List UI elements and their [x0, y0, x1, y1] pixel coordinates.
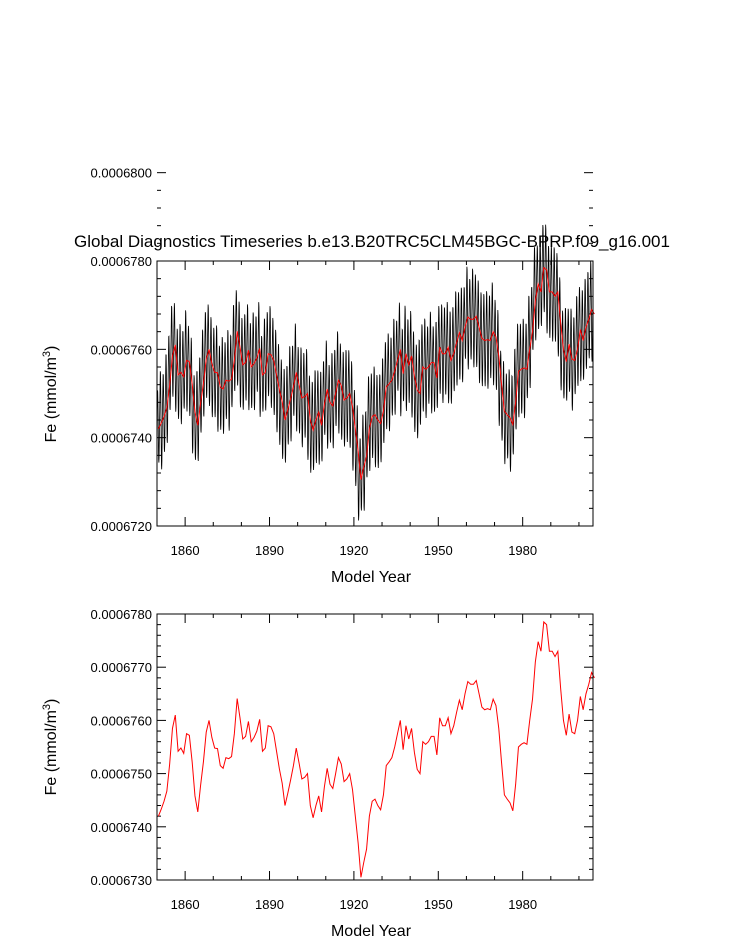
- top-y-tick-label: 0.0006760: [91, 342, 152, 357]
- top-series-group: [156, 224, 595, 521]
- top-y-tick-label: 0.0006720: [91, 519, 152, 534]
- bottom-y-tick-labels: 0.0006730 0.0006740 0.0006750 0.0006760 0.00…: [91, 607, 152, 888]
- top-x-tick-labels: 1860 1890 1920 1950 1980: [171, 543, 537, 558]
- bottom-y-tick-label: 0.0006730: [91, 873, 152, 888]
- top-monthly-series-line: [156, 224, 594, 521]
- bottom-y-tick-label: 0.0006750: [91, 767, 152, 782]
- bottom-annual-mean-series-line: [157, 620, 595, 878]
- top-x-tick-label: 1890: [255, 543, 284, 558]
- bottom-y-axis-label: Fe (mmol/m3): [41, 699, 60, 796]
- bottom-y-tick-label: 0.0006780: [91, 607, 152, 622]
- top-x-axis-label: Model Year: [331, 569, 412, 586]
- bottom-x-tick-label: 1920: [339, 897, 368, 912]
- bottom-x-tick-label: 1980: [508, 897, 537, 912]
- bottom-x-tick-label: 1950: [424, 897, 453, 912]
- bottom-series-group: [157, 620, 595, 878]
- top-x-tick-label: 1950: [424, 543, 453, 558]
- top-y-tick-label: 0.0006800: [91, 166, 152, 181]
- bottom-x-tick-labels: 1860 1890 1920 1950 1980: [171, 897, 537, 912]
- bottom-panel: 0.0006730 0.0006740 0.0006750 0.0006760 0.00…: [41, 607, 595, 940]
- bottom-y-axis-label-sup: 3: [41, 704, 53, 710]
- top-y-axis-label-close: ): [43, 346, 60, 351]
- top-y-axis-label: Fe (mmol/m3): [41, 346, 60, 443]
- bottom-ticks: [156, 613, 593, 881]
- figure-title: Global Diagnostics Timeseries b.e13.B20T…: [74, 232, 670, 251]
- top-x-tick-label: 1860: [171, 543, 200, 558]
- bottom-x-axis-label: Model Year: [331, 923, 412, 940]
- bottom-y-tick-label: 0.0006760: [91, 713, 152, 728]
- top-y-tick-labels: 0.0006720 0.0006740 0.0006760 0.0006780 0.00…: [91, 166, 152, 534]
- top-annual-mean-series-line: [157, 266, 595, 480]
- bottom-y-axis-label-main: Fe (mmol/m: [43, 710, 60, 795]
- bottom-y-tick-label: 0.0006770: [91, 660, 152, 675]
- bottom-plot-frame: [156, 613, 594, 881]
- top-y-axis-label-sup: 3: [41, 351, 53, 357]
- top-panel: 0.0006720 0.0006740 0.0006760 0.0006780 0.00…: [41, 166, 595, 586]
- top-x-tick-label: 1980: [508, 543, 537, 558]
- top-y-tick-label: 0.0006780: [91, 254, 152, 269]
- top-x-tick-label: 1920: [339, 543, 368, 558]
- bottom-y-tick-label: 0.0006740: [91, 820, 152, 835]
- bottom-y-axis-label-close: ): [43, 699, 60, 704]
- top-y-tick-label: 0.0006740: [91, 431, 152, 446]
- top-y-axis-label-main: Fe (mmol/m: [43, 357, 60, 442]
- bottom-x-tick-label: 1890: [255, 897, 284, 912]
- bottom-x-tick-label: 1860: [171, 897, 200, 912]
- top-plot-frame: [156, 260, 594, 527]
